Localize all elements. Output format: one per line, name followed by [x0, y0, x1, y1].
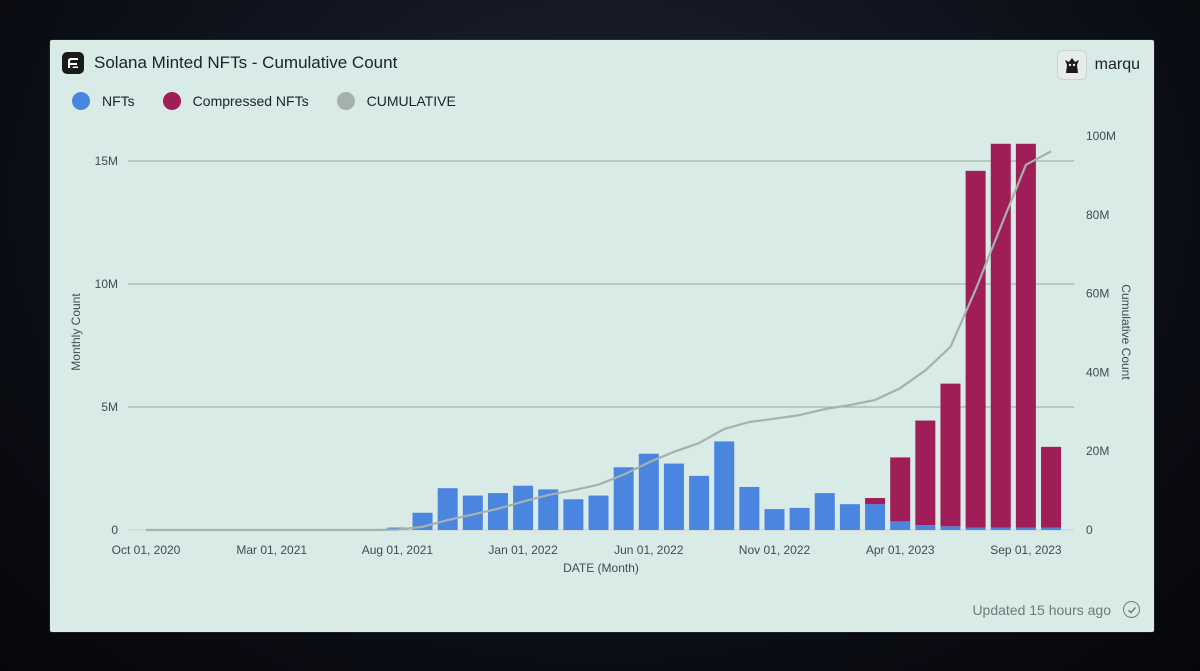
app-logo-icon	[62, 52, 84, 74]
legend-item-cumulative[interactable]: CUMULATIVE	[336, 92, 456, 110]
bar-nfts	[487, 493, 508, 530]
x-tick-label: Jun 01, 2022	[614, 543, 684, 557]
bar-nfts	[538, 489, 559, 530]
bar-nfts	[1015, 527, 1036, 530]
y2-tick-label: 60M	[1086, 287, 1109, 301]
bar-nfts	[890, 521, 911, 530]
legend-swatch-nfts	[72, 92, 90, 110]
bar-nfts	[915, 525, 936, 530]
bar-nfts	[839, 504, 860, 530]
legend-label-nfts: NFTs	[102, 93, 135, 109]
bar-compressed-nfts	[990, 143, 1011, 528]
legend-item-compressed-nfts[interactable]: Compressed NFTs	[162, 92, 309, 110]
chart-title: Solana Minted NFTs - Cumulative Count	[94, 53, 398, 72]
legend-swatch-compressed-nfts	[162, 92, 181, 110]
x-tick-label: Mar 01, 2021	[236, 543, 307, 557]
bar-nfts	[739, 486, 760, 530]
y-tick-label: 0	[111, 523, 118, 537]
bar-nfts	[437, 488, 458, 530]
chart-plot: 0 5M 10M 15M 0 20M 40M 60M 80M 100M Oct 01, 2020 Ma…	[69, 129, 1133, 575]
x-tick-label: Sep 01, 2023	[990, 543, 1062, 557]
bar-nfts	[638, 453, 659, 530]
bar-compressed-nfts	[890, 457, 911, 522]
bar-nfts	[513, 485, 534, 530]
check-circle-icon	[1123, 601, 1140, 618]
line-cumulative	[146, 150, 1052, 532]
chart-card: Solana Minted NFTs - Cumulative Count ma…	[50, 40, 1154, 632]
x-tick-label: Aug 01, 2021	[362, 543, 434, 557]
bar-compressed-nfts	[1041, 446, 1062, 528]
chart-legend: NFTs Compressed NFTs CUMULATIVE	[72, 92, 484, 110]
y2-tick-label: 100M	[1086, 129, 1116, 143]
legend-item-nfts[interactable]: NFTs	[72, 92, 135, 110]
bar-compressed-nfts	[915, 420, 936, 526]
bar-compressed-nfts	[1015, 143, 1036, 528]
y2-tick-label: 40M	[1086, 365, 1109, 379]
x-tick-label: Nov 01, 2022	[739, 543, 811, 557]
bar-compressed-nfts	[940, 383, 961, 527]
user-avatar[interactable]	[1056, 50, 1087, 80]
chart-header: Solana Minted NFTs - Cumulative Count	[62, 52, 397, 74]
bar-nfts	[990, 527, 1011, 530]
y2-tick-label: 80M	[1086, 208, 1109, 222]
x-tick-label: Apr 01, 2023	[866, 543, 935, 557]
y2-tick-label: 20M	[1086, 444, 1109, 458]
bar-nfts	[865, 504, 886, 530]
y-axis-title: Monthly Count	[69, 293, 83, 371]
y-tick-label: 15M	[95, 154, 118, 168]
bar-nfts	[689, 475, 710, 530]
legend-label-cumulative: CUMULATIVE	[366, 93, 456, 109]
y-tick-label: 5M	[101, 400, 118, 414]
x-tick-label: Jan 01, 2022	[488, 543, 558, 557]
bar-compressed-nfts	[965, 170, 986, 528]
legend-label-compressed-nfts: Compressed NFTs	[192, 93, 309, 109]
bar-nfts	[663, 463, 684, 530]
x-axis-title: DATE (Month)	[563, 561, 639, 575]
bar-nfts	[588, 495, 609, 530]
username[interactable]: marqu	[1094, 56, 1140, 73]
bar-nfts	[1041, 527, 1062, 530]
updated-timestamp: Updated 15 hours ago	[972, 601, 1111, 618]
bar-nfts	[764, 509, 785, 530]
bar-nfts	[714, 441, 735, 530]
chart-footer: Updated 15 hours ago	[972, 601, 1140, 618]
bar-nfts	[789, 507, 810, 530]
bar-nfts	[613, 467, 634, 530]
y2-tick-label: 0	[1086, 523, 1093, 537]
bar-nfts	[462, 495, 483, 530]
user-profile[interactable]: marqu	[1056, 50, 1140, 80]
bar-nfts	[563, 499, 584, 530]
y-tick-label: 10M	[95, 277, 118, 291]
x-tick-label: Oct 01, 2020	[112, 543, 181, 557]
bar-compressed-nfts	[865, 498, 886, 505]
y2-axis-title: Cumulative Count	[1119, 284, 1133, 380]
bar-nfts	[965, 527, 986, 530]
bar-nfts	[940, 526, 961, 530]
legend-swatch-cumulative	[336, 92, 355, 110]
bar-nfts	[814, 493, 835, 530]
